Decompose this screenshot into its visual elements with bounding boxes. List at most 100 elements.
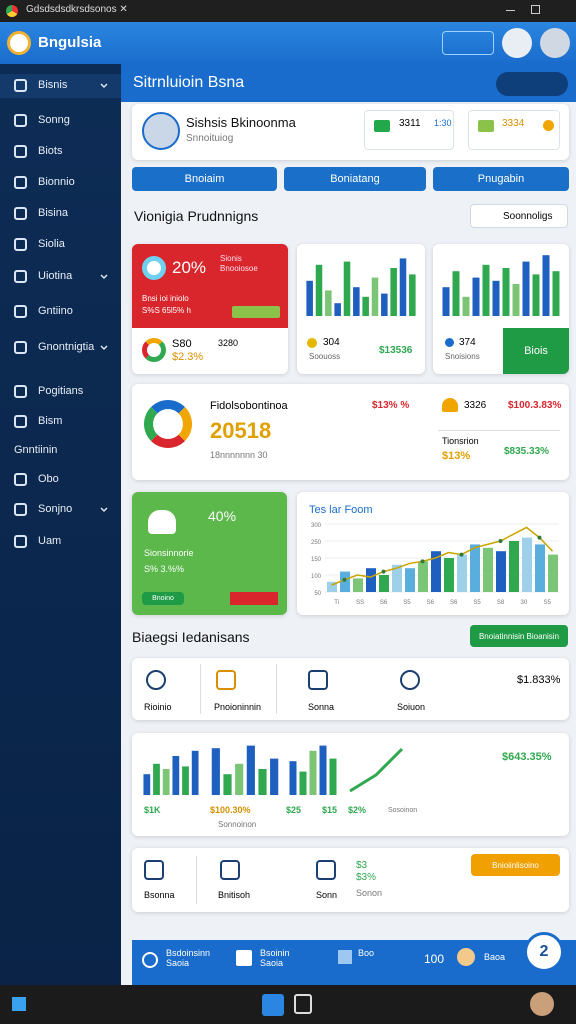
sidebar-item[interactable]: Gnntiinin [14, 444, 58, 456]
taskbar [0, 985, 576, 1024]
sidebar-item[interactable]: Biots [38, 145, 63, 157]
sidebar-item[interactable]: Sonng [38, 114, 70, 126]
promo-button[interactable]: Bnoino [142, 592, 184, 605]
bottom-bar: Bsdoinsinn Saoia Bsoinin Saoia Boo 100 B… [132, 932, 576, 985]
taskbar-avatar[interactable] [530, 992, 554, 1016]
bar-item[interactable]: Boo [358, 948, 375, 958]
sidebar-item[interactable]: Pogitians [38, 385, 84, 397]
mini-label: $25 [286, 805, 302, 815]
bar-icon[interactable] [142, 952, 158, 968]
sidebar-item[interactable]: Bism [38, 415, 63, 427]
promo-percent: 40% [208, 508, 237, 524]
bar-icon[interactable] [338, 950, 352, 964]
card-sub: Soouoss [309, 352, 341, 361]
bar [143, 774, 151, 795]
maximize[interactable] [531, 5, 540, 14]
sidebar-icon [14, 473, 27, 486]
trend-chart: 300 250 150 100 50 Ti SS S6 S5 S6 S6 S5 S8 30 S5 [311, 523, 559, 606]
minimize[interactable] [506, 10, 515, 11]
feature-label[interactable]: Soiuon [397, 702, 426, 712]
sidebar-item[interactable]: Gnontnigtia [38, 341, 95, 353]
chevron [100, 274, 108, 280]
section-button[interactable]: Soonnoligs [470, 204, 568, 228]
tool-icon[interactable] [144, 860, 164, 880]
stat-box [364, 110, 454, 150]
dot [445, 338, 454, 347]
feature-icon[interactable] [400, 670, 420, 690]
bar [340, 571, 350, 592]
promo-icon [148, 510, 176, 534]
sidebar-item[interactable]: Obo [38, 473, 59, 485]
sidebar-item[interactable]: Sonjno [38, 503, 73, 515]
tool-icon[interactable] [220, 860, 240, 880]
bar [492, 280, 500, 316]
card-percent: 20% [172, 258, 207, 277]
card-caption: S%S 65l5% h [142, 306, 191, 315]
start-button[interactable] [12, 997, 26, 1011]
bar-icon[interactable] [236, 950, 252, 966]
sidebar-icon [14, 176, 27, 189]
search[interactable] [496, 72, 568, 96]
logo[interactable] [7, 31, 31, 55]
trend-point [381, 569, 386, 574]
sidebar-item[interactable]: Bisnis [38, 79, 68, 91]
card-button[interactable]: Biois [503, 328, 569, 374]
tools-card: Bsonna Bnitisoh Sonn $3 $3% Sonon Bnioii… [132, 848, 569, 912]
card-right: $13536 [379, 345, 413, 356]
header-button[interactable] [442, 31, 494, 55]
sidebar-item[interactable]: Bionnio [38, 176, 75, 188]
taskbar-app[interactable] [294, 994, 312, 1014]
divider [200, 664, 201, 714]
summary-sub: 18nnnnnnn 30 [210, 450, 268, 460]
chevron [100, 507, 108, 513]
feature-icon[interactable] [308, 670, 328, 690]
x-tick-label: Ti [334, 600, 339, 606]
bar [258, 769, 267, 795]
sidebar-item[interactable]: Siolia [38, 238, 65, 250]
bar-item[interactable]: Bsoinin Saoia [260, 948, 290, 968]
promo-card: 40% Sionsinnorie S% 3.%% Bnoino [132, 492, 287, 615]
mini-label: $1K [144, 805, 161, 815]
feature-icon[interactable] [216, 670, 236, 690]
bar [289, 761, 297, 795]
avatar[interactable] [502, 28, 532, 58]
sidebar-item[interactable]: Bisina [38, 207, 68, 219]
sidebar-item[interactable]: Gntiino [38, 305, 73, 317]
chevron-line [100, 507, 108, 513]
action-button[interactable]: Pnugabin [433, 167, 569, 191]
action-button[interactable]: Boniatang [284, 167, 426, 191]
profile-photo [142, 112, 180, 150]
tool-label[interactable]: Bsonna [144, 890, 175, 900]
sidebar-item[interactable]: Uam [38, 535, 62, 547]
x-tick-label: S6 [427, 600, 435, 606]
feature-label[interactable]: Rioinio [144, 702, 172, 712]
trend-point [498, 539, 503, 543]
sidebar-icon [14, 305, 27, 318]
feature-label[interactable]: Sonna [308, 702, 335, 712]
fab-badge[interactable]: 2 [524, 932, 564, 972]
card-line: Bnooiosoe [220, 264, 258, 273]
tab-title[interactable]: Gdsdsdsdkrsdsonos ✕ [26, 4, 128, 15]
bar-avatar[interactable] [457, 948, 475, 966]
summary-title: Fidolsobontinoa [210, 400, 288, 412]
bar [343, 261, 351, 316]
tool-label[interactable]: Sonn [316, 890, 338, 900]
chart-card: 304 Soouoss $13536 [297, 244, 425, 374]
tool-icon[interactable] [316, 860, 336, 880]
divider [438, 430, 560, 431]
bar-item[interactable]: Bsdoinsinn Saoia [166, 948, 211, 968]
action-button[interactable]: Bnoiaim [132, 167, 277, 191]
ring [142, 256, 166, 280]
tool-value: $3% [356, 872, 377, 883]
section-button-label[interactable]: Soonnoligs [503, 211, 553, 222]
section-button[interactable]: Bnoiatinnisin Bioanisin [470, 625, 568, 647]
feature-label[interactable]: Pnoioninnin [214, 702, 262, 712]
bar-item[interactable]: Baoa [484, 952, 506, 962]
sidebar-item[interactable]: Uiotina [38, 270, 73, 282]
feature-icon[interactable] [146, 670, 166, 690]
x-tick-label: S6 [450, 600, 458, 606]
tool-button[interactable]: Bnioiinlisoino [471, 854, 560, 876]
taskbar-app[interactable] [262, 994, 284, 1016]
tool-label[interactable]: Bnitisoh [218, 890, 251, 900]
avatar[interactable] [540, 28, 570, 58]
